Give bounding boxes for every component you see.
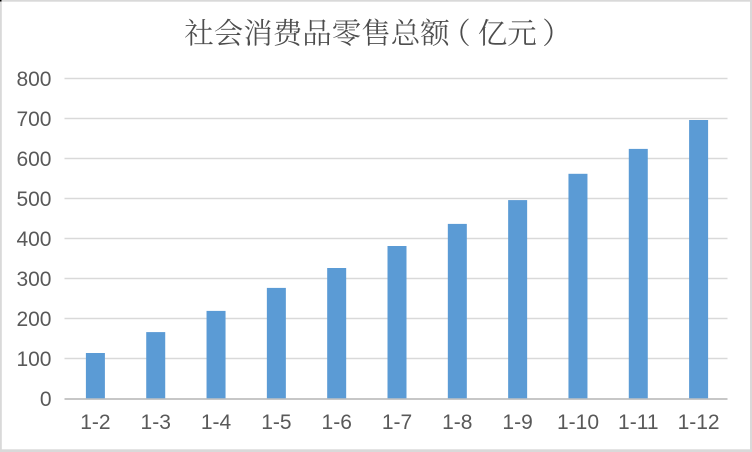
svg-text:300: 300 <box>16 268 51 291</box>
svg-text:1-8: 1-8 <box>442 411 472 434</box>
svg-text:100: 100 <box>16 348 51 371</box>
svg-text:1-2: 1-2 <box>80 411 110 434</box>
svg-text:500: 500 <box>16 188 51 211</box>
svg-text:400: 400 <box>16 228 51 251</box>
svg-text:800: 800 <box>16 68 51 91</box>
svg-text:1-6: 1-6 <box>322 411 352 434</box>
svg-text:1-4: 1-4 <box>201 411 232 434</box>
svg-text:200: 200 <box>16 308 51 331</box>
svg-text:0: 0 <box>40 388 52 411</box>
svg-text:1-11: 1-11 <box>618 411 658 434</box>
svg-text:1-10: 1-10 <box>557 411 599 434</box>
svg-text:1-5: 1-5 <box>261 411 291 434</box>
svg-text:1-7: 1-7 <box>382 411 412 434</box>
svg-text:1-3: 1-3 <box>141 411 171 434</box>
svg-text:1-9: 1-9 <box>502 411 532 434</box>
svg-text:600: 600 <box>16 148 51 171</box>
svg-text:700: 700 <box>16 108 51 131</box>
svg-text:1-12: 1-12 <box>678 411 720 434</box>
